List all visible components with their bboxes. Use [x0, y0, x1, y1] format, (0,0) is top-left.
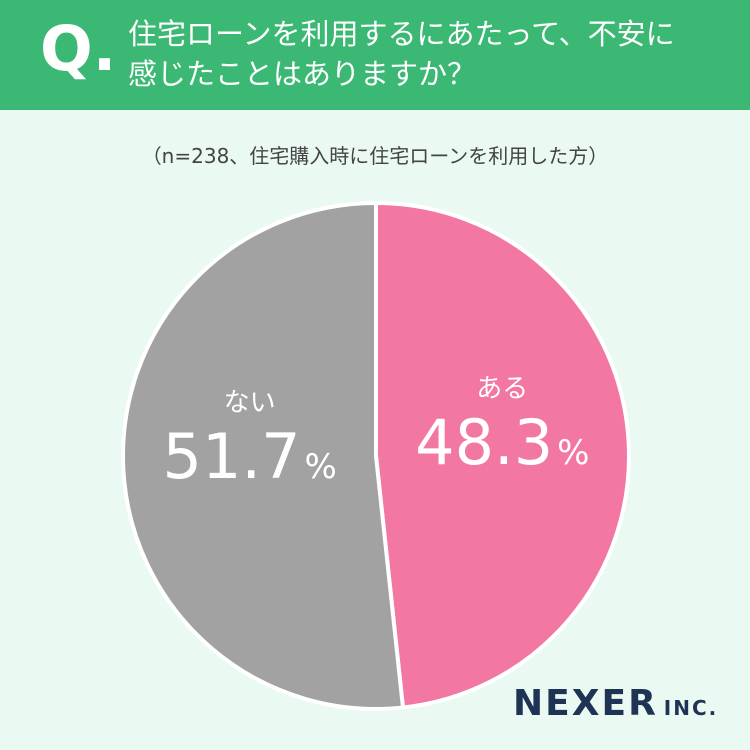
pie-slice-label-1: ない [224, 388, 276, 418]
question-header: Q. 住宅ローンを利用するにあたって、不安に 感じたことはありますか？ [0, 0, 750, 110]
question-line-1: 住宅ローンを利用するにあたって、不安に [128, 17, 675, 51]
question-line-2: 感じたことはありますか？ [128, 57, 477, 91]
logo-main: NEXER [513, 683, 658, 724]
nexer-logo: NEXER INC. [513, 686, 718, 722]
question-mark: Q. [40, 12, 117, 85]
pie-slice-0 [374, 201, 631, 710]
pie-slice-value-1: 51.7% [163, 420, 337, 493]
pie-slice-label-0: ある [476, 374, 528, 404]
sample-size-note: （n=238、住宅購入時に住宅ローンを利用した方） [141, 144, 609, 168]
pie-slice-value-0: 48.3% [415, 406, 589, 479]
logo-suffix: INC. [663, 696, 719, 720]
question-text: 住宅ローンを利用するにあたって、不安に 感じたことはありますか？ [128, 14, 728, 94]
pie-slice-1 [121, 201, 405, 711]
